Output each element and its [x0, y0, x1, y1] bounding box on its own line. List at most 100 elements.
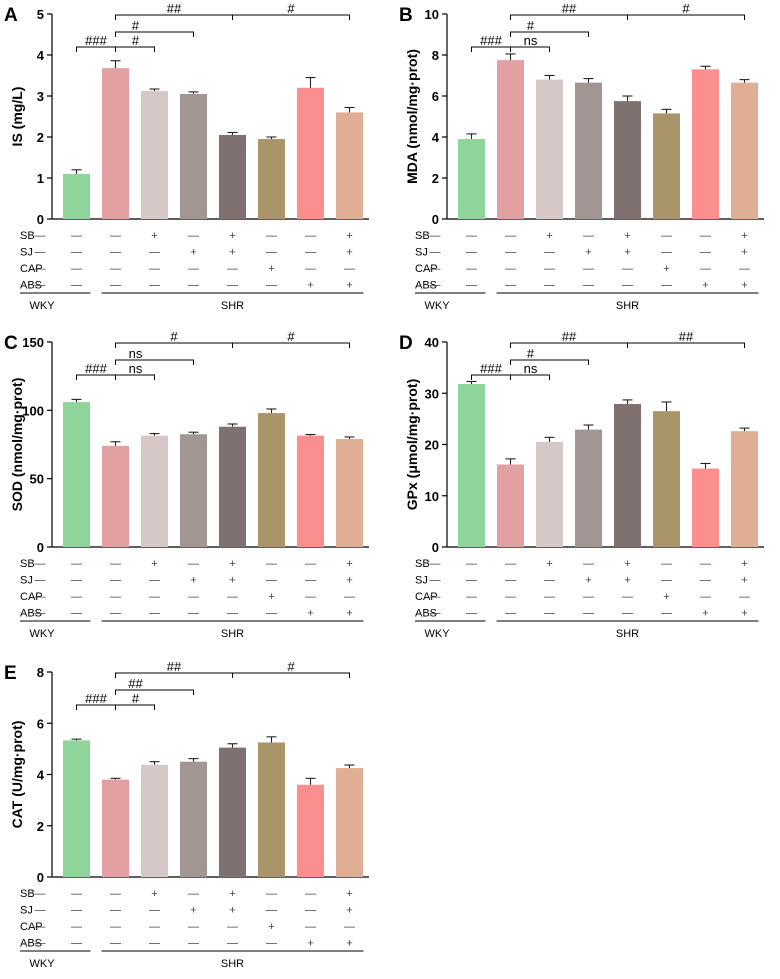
treatment-mark: — [71, 608, 82, 620]
treatment-mark: — [622, 263, 633, 275]
treatment-mark: + [151, 888, 157, 900]
treatment-mark: — [71, 575, 82, 587]
treatment-mark: + [346, 280, 352, 292]
bar [336, 439, 363, 547]
y-tick-label: 1 [37, 171, 44, 186]
significance-label: ## [167, 659, 182, 674]
treatment-mark: + [268, 921, 274, 933]
treatment-mark: — [35, 230, 46, 242]
treatment-mark: — [35, 575, 46, 587]
treatment-mark: — [305, 905, 316, 917]
treatment-mark: + [546, 558, 552, 570]
treatment-mark: — [71, 591, 82, 603]
treatment-mark: — [430, 263, 441, 275]
significance-label: ### [85, 691, 107, 706]
treatment-mark: — [544, 575, 555, 587]
panel-letter: E [4, 663, 17, 684]
treatment-mark: — [149, 608, 160, 620]
treatment-mark: — [505, 558, 516, 570]
bar [536, 79, 563, 219]
significance-label: ## [562, 329, 577, 344]
y-tick-label: 2 [37, 130, 44, 145]
treatment-mark: — [739, 263, 750, 275]
treatment-mark: + [546, 230, 552, 242]
treatment-mark: — [700, 558, 711, 570]
treatment-mark: + [741, 280, 747, 292]
treatment-mark: — [71, 905, 82, 917]
treatment-mark: + [346, 905, 352, 917]
treatment-mark: + [229, 575, 235, 587]
treatment-mark: + [741, 558, 747, 570]
treatment-mark: + [307, 608, 313, 620]
panel-letter: A [4, 5, 18, 26]
significance-bracket [510, 31, 589, 37]
treatment-mark: — [266, 938, 277, 950]
treatment-mark: — [227, 921, 238, 933]
treatment-row-label: CAP [20, 591, 43, 603]
treatment-mark: — [110, 230, 121, 242]
treatment-mark: + [346, 230, 352, 242]
treatment-mark: + [346, 938, 352, 950]
significance-label: ### [85, 361, 107, 376]
treatment-mark: — [71, 888, 82, 900]
treatment-mark: — [544, 280, 555, 292]
significance-label: # [132, 691, 140, 706]
treatment-mark: — [466, 591, 477, 603]
y-tick-label: 3 [37, 89, 44, 104]
significance-label: # [287, 659, 295, 674]
treatment-mark: — [188, 558, 199, 570]
treatment-mark: — [188, 888, 199, 900]
treatment-mark: — [188, 608, 199, 620]
treatment-mark: — [544, 591, 555, 603]
group-label-wky: WKY [424, 300, 450, 312]
bar [575, 82, 602, 219]
treatment-mark: — [583, 280, 594, 292]
significance-label: ns [129, 346, 143, 361]
group-label-wky: WKY [29, 300, 55, 312]
y-tick-label: 150 [22, 335, 44, 350]
treatment-mark: — [35, 280, 46, 292]
bar [180, 434, 207, 547]
treatment-row-label: CAP [20, 921, 43, 933]
treatment-mark: + [663, 591, 669, 603]
treatment-mark: — [305, 921, 316, 933]
y-axis-label: MDA (nmol/mg·prot) [404, 49, 420, 184]
significance-label: ## [128, 676, 143, 691]
significance-label: ### [480, 361, 502, 376]
treatment-mark: — [466, 558, 477, 570]
y-tick-label: 10 [425, 489, 439, 504]
treatment-mark: + [663, 263, 669, 275]
group-label-wky: WKY [29, 628, 55, 640]
group-label-shr: SHR [221, 628, 244, 640]
treatment-mark: + [741, 575, 747, 587]
significance-bracket [115, 689, 194, 695]
treatment-mark: — [622, 280, 633, 292]
y-tick-label: 0 [37, 870, 44, 885]
treatment-mark: + [229, 230, 235, 242]
treatment-mark: — [227, 591, 238, 603]
bar [219, 747, 246, 877]
significance-label: ## [167, 1, 182, 16]
treatment-row-label: SB [415, 558, 430, 570]
treatment-mark: — [266, 575, 277, 587]
treatment-mark: — [71, 247, 82, 259]
treatment-mark: — [344, 921, 355, 933]
treatment-mark: + [624, 575, 630, 587]
significance-label: # [170, 329, 178, 344]
treatment-mark: + [346, 575, 352, 587]
treatment-mark: — [227, 608, 238, 620]
treatment-mark: — [661, 608, 672, 620]
treatment-row-label: SB [20, 230, 35, 242]
treatment-mark: — [344, 591, 355, 603]
treatment-mark: — [466, 230, 477, 242]
treatment-row-label: ABS [20, 280, 42, 292]
y-axis-label: GPx (μmol/mg·prot) [404, 379, 420, 510]
y-tick-label: 4 [432, 130, 440, 145]
treatment-mark: — [544, 263, 555, 275]
significance-label: # [132, 18, 140, 33]
treatment-row-label: ABS [20, 608, 42, 620]
significance-bracket [510, 46, 550, 52]
treatment-mark: + [346, 558, 352, 570]
